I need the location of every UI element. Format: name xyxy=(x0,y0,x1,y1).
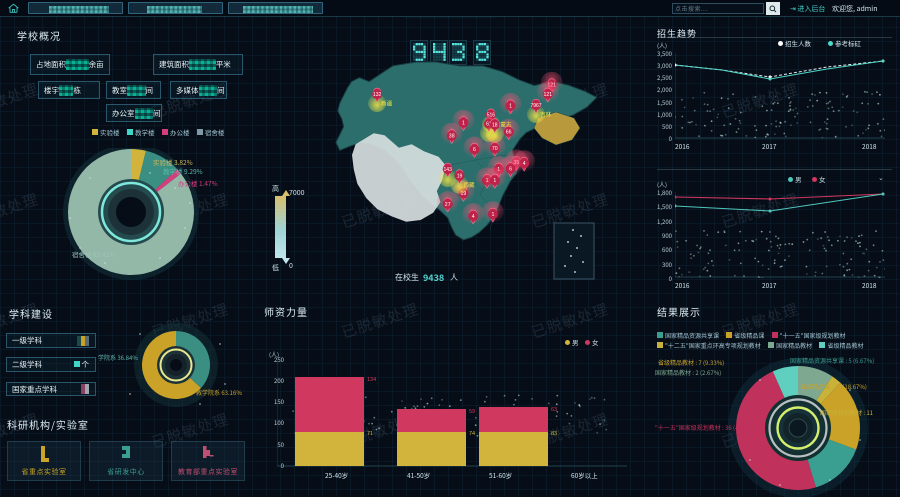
svg-text:4: 4 xyxy=(472,214,475,220)
svg-text:134: 134 xyxy=(367,377,376,383)
svg-text:27: 27 xyxy=(445,202,451,208)
svg-text:38: 38 xyxy=(449,134,455,140)
svg-text:1: 1 xyxy=(493,178,496,184)
svg-text:121: 121 xyxy=(543,92,552,98)
svg-text:143: 143 xyxy=(444,167,453,173)
svg-text:18: 18 xyxy=(492,123,498,129)
svg-text:4: 4 xyxy=(523,161,526,167)
svg-text:132: 132 xyxy=(373,92,382,98)
svg-text:66: 66 xyxy=(506,130,512,136)
svg-text:70: 70 xyxy=(492,146,498,152)
svg-text:6: 6 xyxy=(509,167,512,173)
svg-text:71: 71 xyxy=(367,431,373,437)
svg-text:1: 1 xyxy=(491,212,494,218)
svg-text:59: 59 xyxy=(469,409,475,415)
svg-text:83: 83 xyxy=(551,431,557,437)
svg-text:63: 63 xyxy=(551,407,557,413)
svg-text:新疆: 新疆 xyxy=(381,100,393,108)
svg-text:1: 1 xyxy=(509,104,512,110)
svg-text:1: 1 xyxy=(462,121,465,127)
svg-text:西藏: 西藏 xyxy=(464,181,476,189)
svg-text:74: 74 xyxy=(469,431,475,437)
svg-text:吉林: 吉林 xyxy=(540,111,552,119)
svg-text:6: 6 xyxy=(473,147,476,153)
svg-text:7967: 7967 xyxy=(530,103,541,109)
svg-text:19: 19 xyxy=(457,174,463,180)
